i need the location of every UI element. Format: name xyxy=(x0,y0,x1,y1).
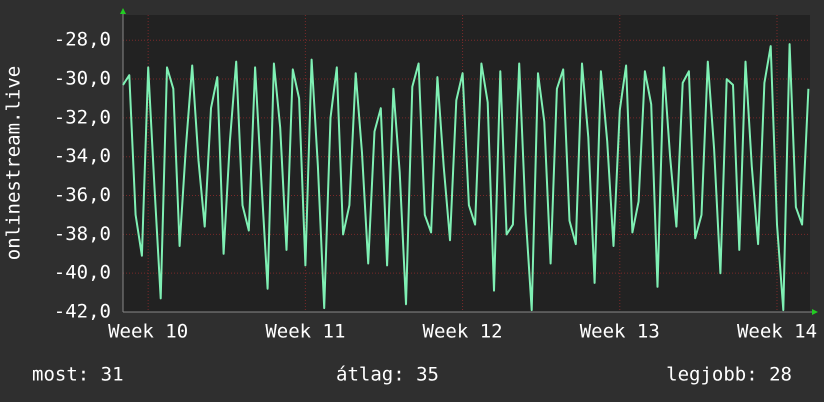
y-tick-label: -30,0 xyxy=(54,68,111,90)
y-tick-label: -36,0 xyxy=(54,184,111,206)
y-arrow xyxy=(120,8,126,14)
y-tick-label: -32,0 xyxy=(54,106,111,128)
x-tick-label: Week 14 xyxy=(737,321,817,343)
x-tick-label: Week 12 xyxy=(423,321,503,343)
y-tick-label: -28,0 xyxy=(54,29,111,51)
y-tick-label: -42,0 xyxy=(54,301,111,323)
x-tick-label: Week 10 xyxy=(108,321,188,343)
y-tick-label: -34,0 xyxy=(54,145,111,167)
footer-average: átlag: 35 xyxy=(336,364,439,386)
y-tick-label: -40,0 xyxy=(54,262,111,284)
footer-current: most: 31 xyxy=(32,364,124,386)
x-tick-label: Week 11 xyxy=(265,321,345,343)
y-tick-label: -38,0 xyxy=(54,223,111,245)
y-axis-label: onlinestream.live xyxy=(3,66,25,260)
series-line xyxy=(122,43,810,312)
x-arrow xyxy=(812,309,818,315)
footer-best: legjobb: 28 xyxy=(666,364,792,386)
x-tick-label: Week 13 xyxy=(580,321,660,343)
